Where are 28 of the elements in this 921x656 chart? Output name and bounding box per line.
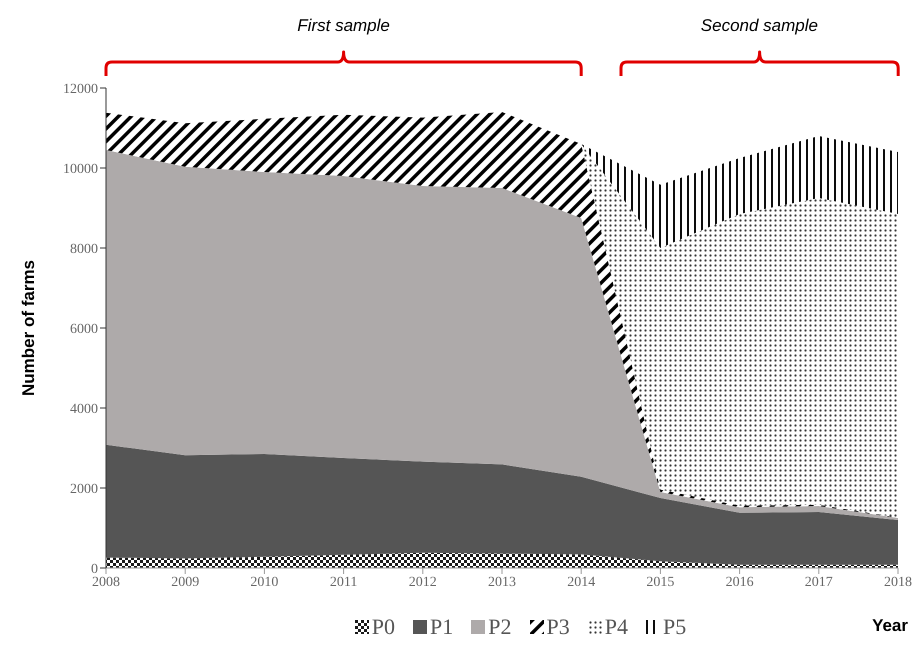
x-tick-label: 2012 [408, 574, 437, 590]
y-tick-label: 2000 [70, 482, 98, 497]
y-tick-label: 12000 [63, 82, 98, 97]
legend-label: P1 [429, 614, 454, 640]
y-tick-label: 0 [91, 562, 98, 577]
y-tick-label: 4000 [70, 402, 98, 417]
x-tick-label: 2018 [884, 574, 912, 590]
legend-label: P5 [662, 614, 686, 640]
y-tick-label: 10000 [63, 162, 98, 177]
x-tick-label: 2009 [171, 574, 200, 590]
legend-label: P0 [370, 614, 395, 640]
x-tick-label: 2017 [804, 574, 833, 590]
x-tick-label: 2010 [250, 574, 278, 590]
legend-label: P3 [546, 614, 570, 640]
x-tick-label: 2016 [726, 574, 754, 590]
x-tick-label: 2008 [92, 574, 120, 590]
legend-label: P4 [604, 614, 628, 640]
x-tick-label: 2011 [330, 574, 358, 590]
legend-label: P2 [487, 614, 512, 640]
x-axis-title: Year [872, 616, 908, 636]
text: Second sample [700, 16, 819, 36]
x-tick-label: 2013 [488, 574, 516, 590]
y-tick-label: 6000 [70, 322, 98, 337]
y-tick-label: 8000 [70, 242, 98, 257]
text: First sample [296, 16, 391, 36]
y-axis-title: Number of farms [19, 260, 38, 396]
x-tick-label: 2015 [646, 574, 674, 590]
x-tick-label: 2014 [567, 574, 596, 590]
